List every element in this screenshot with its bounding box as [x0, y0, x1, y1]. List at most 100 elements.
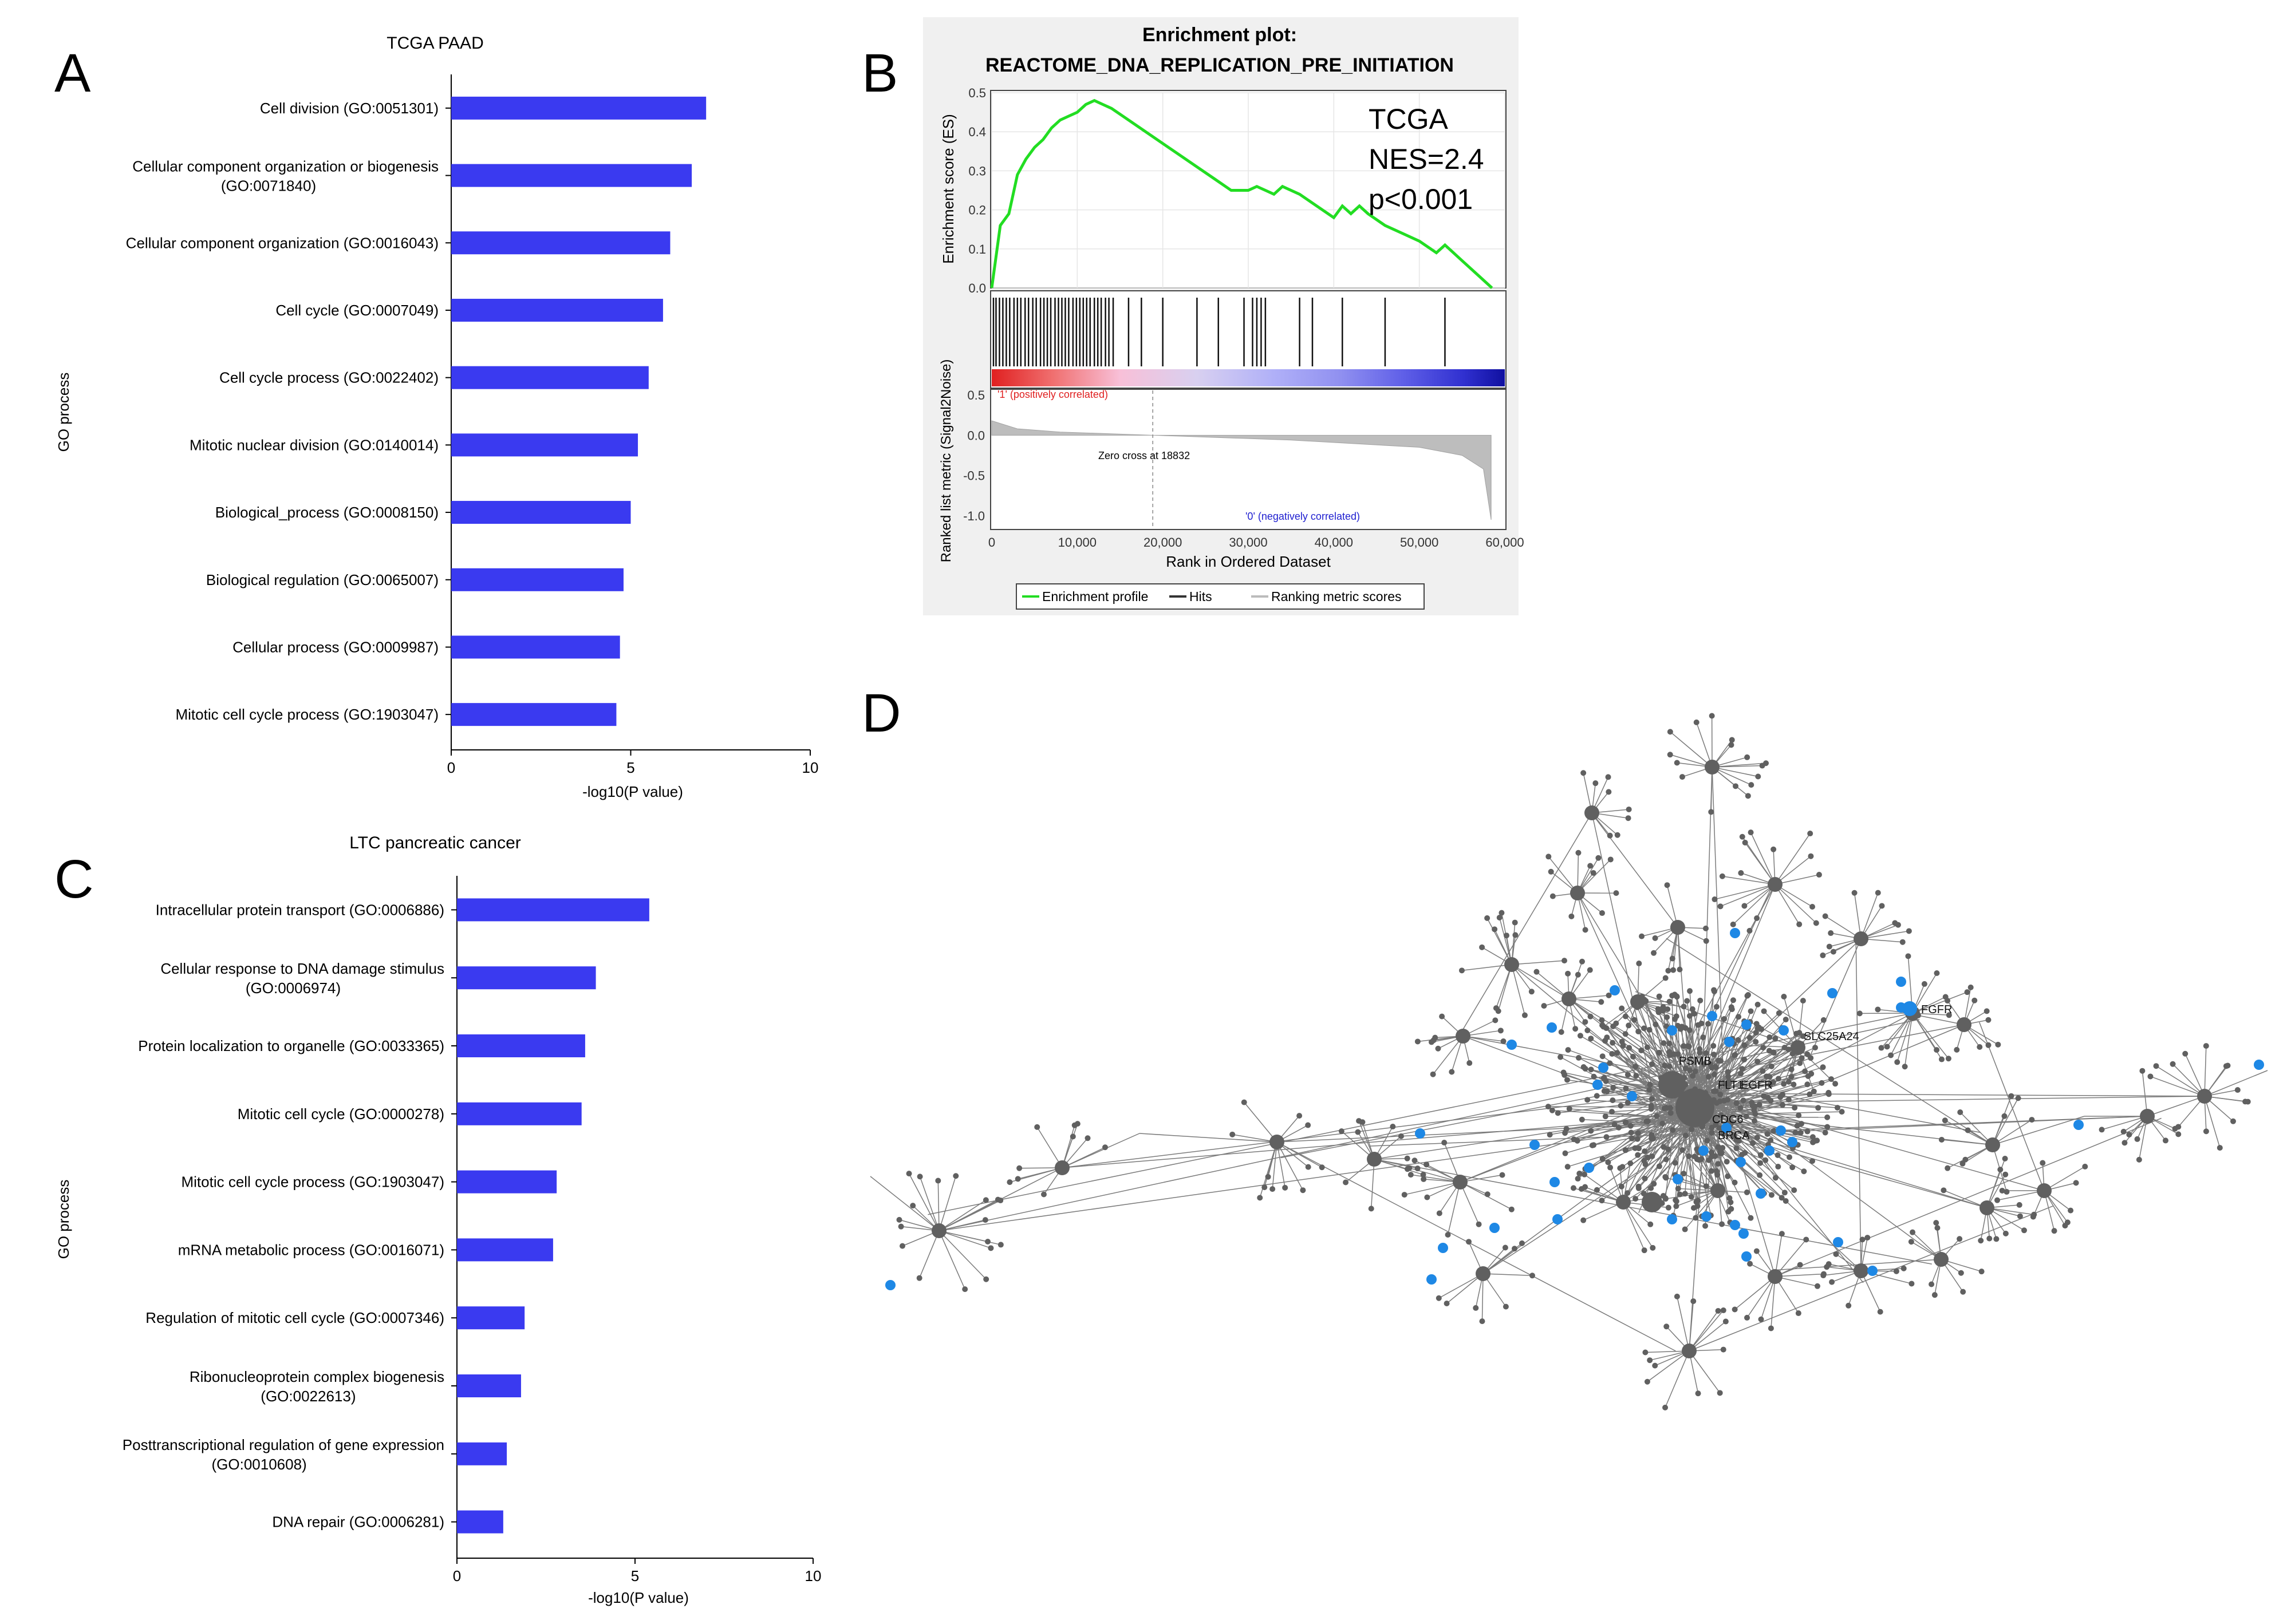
bar: [451, 635, 620, 659]
network-node: [1229, 1131, 1236, 1137]
network-node: [1709, 1149, 1715, 1155]
network-edge: [939, 1199, 987, 1231]
network-node: [1798, 1121, 1804, 1127]
network-node: [1733, 1145, 1740, 1152]
highlighted-network-node: [1547, 1022, 1557, 1033]
network-node: [1797, 1060, 1803, 1066]
network-node: [1241, 1099, 1247, 1105]
network-node: [1499, 910, 1505, 916]
network-hub-node: [2197, 1089, 2212, 1104]
category-label-line: Biological_process (GO:0008150): [215, 504, 439, 521]
network-edge: [1712, 766, 1725, 1109]
network-node: [1744, 754, 1750, 760]
network-node: [1877, 1309, 1883, 1315]
network-node: [1495, 1008, 1501, 1014]
network-node: [1720, 1307, 1726, 1314]
network-node: [1549, 893, 1556, 899]
network-node: [1528, 989, 1535, 995]
network-node: [1764, 1131, 1771, 1137]
network-edge: [2204, 1046, 2207, 1097]
network-node: [1541, 1003, 1547, 1009]
network-node: [1757, 1152, 1764, 1158]
network-edge: [1712, 1069, 1792, 1092]
network-hub-node: [1642, 1192, 1662, 1212]
network-node: [1499, 1172, 1505, 1178]
network-node: [1737, 1105, 1744, 1111]
network-node: [1713, 1121, 1719, 1128]
network-node: [1622, 1013, 1628, 1020]
network-node: [1962, 1156, 1969, 1163]
network-node: [1796, 921, 1803, 927]
highlighted-network-node: [1787, 1137, 1797, 1147]
gsea-annotation-cohort: TCGA: [1369, 103, 1449, 135]
network-node: [1846, 1302, 1852, 1309]
network-node: [1626, 1045, 1633, 1051]
network-edge: [1232, 1134, 1277, 1143]
network-node: [1356, 1118, 1362, 1124]
network-node: [1934, 1224, 1941, 1231]
network-edge: [1062, 1133, 1140, 1168]
x-tick-label: 5: [631, 1567, 639, 1585]
network-edge: [1276, 1123, 1662, 1143]
network-node: [983, 1197, 989, 1203]
category-label: Cellular response to DNA damage stimulus…: [160, 960, 444, 997]
highlighted-network-node: [1779, 1025, 1789, 1036]
network-node: [1319, 1164, 1325, 1171]
network-node: [1779, 1231, 1785, 1237]
network-edge: [1417, 1036, 1464, 1042]
network-edge: [2204, 1096, 2221, 1148]
category-label: Protein localization to organelle (GO:00…: [138, 1037, 444, 1054]
network-node: [1742, 1149, 1748, 1156]
network-node: [1681, 1171, 1687, 1177]
network-node: [1720, 1145, 1726, 1151]
network-node: [1731, 1132, 1737, 1139]
category-label-line: Intracellular protein transport (GO:0006…: [156, 901, 444, 918]
network-node: [1599, 1017, 1605, 1024]
network-node: [1729, 737, 1735, 743]
network-node: [1808, 1055, 1814, 1061]
network-node: [1754, 1058, 1761, 1065]
es-ylabel: Enrichment score (ES): [940, 114, 957, 264]
network-node: [1744, 1131, 1750, 1137]
network-node: [1557, 1054, 1564, 1060]
network-node: [1595, 855, 1602, 861]
highlighted-network-node: [1741, 1251, 1752, 1262]
network-node: [1748, 782, 1754, 788]
highlighted-network-node: [1867, 1266, 1878, 1276]
highlighted-network-node: [1833, 1237, 1843, 1247]
network-node: [1630, 1053, 1636, 1060]
network-node: [1906, 928, 1912, 934]
network-node: [1686, 1067, 1693, 1073]
network-edge: [870, 1176, 940, 1231]
network-edge: [1746, 1276, 1776, 1318]
network-node: [1964, 989, 1970, 995]
network-node: [1484, 1191, 1490, 1198]
network-edge: [1433, 1036, 1464, 1075]
network-node: [1830, 949, 1836, 955]
network-node: [1502, 1244, 1508, 1251]
network-edge: [1496, 964, 1512, 1009]
network-node: [1755, 773, 1761, 780]
network-node: [1269, 1186, 1276, 1192]
network-node: [1834, 1105, 1840, 1111]
network-node: [906, 1171, 912, 1177]
network-node: [1355, 1129, 1361, 1135]
network-node: [2021, 1227, 2027, 1234]
network-edge: [1797, 1001, 1804, 1048]
gsea-title: Enrichment plot:: [1142, 24, 1297, 46]
network-node: [1633, 1196, 1639, 1202]
network-hub-node: [1791, 1040, 1805, 1055]
network-node: [1282, 1184, 1288, 1191]
network-node: [1655, 1006, 1661, 1012]
network-node: [1261, 1184, 1268, 1191]
network-node: [1878, 1045, 1884, 1051]
network-node: [1579, 1116, 1585, 1123]
network-node: [1626, 806, 1632, 812]
network-node: [1503, 932, 1509, 939]
network-node: [1893, 1268, 1899, 1274]
network-node: [1607, 1060, 1613, 1066]
network-node: [1582, 927, 1588, 933]
bar: [457, 966, 596, 990]
network-node: [1636, 1145, 1642, 1152]
network-node: [953, 1173, 959, 1179]
